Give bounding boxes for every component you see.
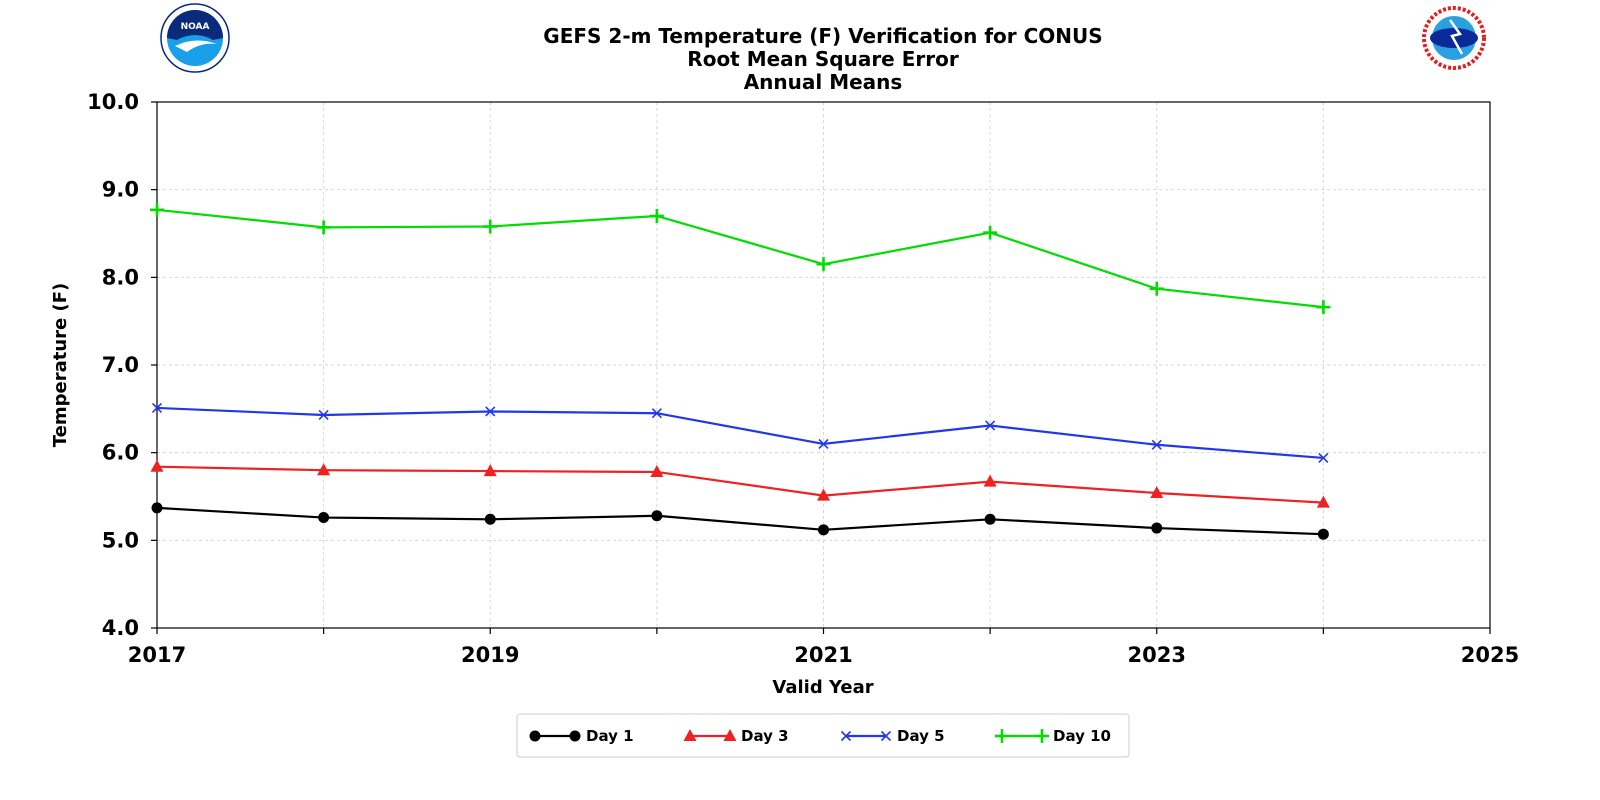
- x-tick-label: 2023: [1128, 643, 1186, 667]
- data-point-day-1: [484, 513, 496, 525]
- data-point-day-10: [316, 220, 331, 235]
- legend-label-day-10: Day 10: [1053, 727, 1111, 745]
- y-axis-label: Temperature (F): [50, 283, 71, 448]
- x-axis-label: Valid Year: [772, 677, 873, 698]
- x-marker-stroke: [818, 438, 829, 449]
- legend-marker-day-10: [995, 729, 1009, 743]
- x-marker-stroke: [318, 409, 329, 421]
- data-point-day-10: [816, 257, 831, 272]
- data-point-day-1: [1151, 522, 1163, 534]
- plot-area: 2017 2019 2021 2023 2025 4.0 5.0 6.0 7.0 8.0 9.0 10…: [87, 90, 1519, 667]
- data-point-day-5: [151, 402, 163, 414]
- data-point-day-1: [318, 512, 330, 524]
- y-tick-label: 6.0: [102, 441, 139, 465]
- data-point-day-1: [651, 510, 663, 522]
- legend-label-day-1: Day 1: [586, 727, 634, 745]
- legend-item-day-1: Day 1: [529, 727, 634, 745]
- data-point-day-10: [1316, 300, 1331, 315]
- legend-marker-day-3: [723, 729, 737, 741]
- x-marker-stroke: [840, 730, 852, 742]
- legend-marker-day-1: [529, 730, 541, 742]
- nws-logo: [1420, 4, 1488, 72]
- data-point-day-3: [317, 463, 331, 476]
- legend-marker-day-3: [683, 729, 697, 741]
- data-point-day-5: [485, 406, 496, 417]
- noaa-logo: NOAA: [160, 3, 230, 73]
- x-marker-stroke: [985, 420, 996, 431]
- x-marker-stroke: [485, 406, 496, 417]
- data-point-day-3: [150, 459, 164, 472]
- y-tick-label: 4.0: [102, 616, 139, 640]
- series-line-day-3: [156, 465, 1324, 504]
- series-line-day-5: [156, 406, 1324, 460]
- data-point-day-5: [651, 408, 662, 419]
- data-point-day-3: [817, 488, 830, 501]
- chart-title-line-1: GEFS 2-m Temperature (F) Verification fo…: [543, 24, 1102, 48]
- data-point-day-1: [984, 513, 996, 525]
- y-tick-label: 10.0: [87, 90, 139, 114]
- data-point-day-1: [1317, 528, 1329, 540]
- data-point-day-10: [483, 219, 498, 234]
- data-point-day-5: [985, 420, 996, 431]
- grid: [157, 102, 1490, 628]
- chart-title-line-3: Annual Means: [744, 70, 903, 94]
- noaa-logo-text: NOAA: [181, 22, 210, 32]
- legend-marker-day-5: [880, 730, 892, 742]
- legend-label-day-3: Day 3: [741, 727, 789, 745]
- data-point-day-5: [1318, 452, 1329, 463]
- data-point-day-1: [151, 502, 163, 514]
- x-marker-stroke: [1318, 452, 1329, 463]
- series-day-5: [151, 402, 1329, 463]
- x-marker-stroke: [880, 730, 892, 742]
- y-tick-label: 5.0: [102, 528, 139, 552]
- series-day-10: [150, 202, 1331, 315]
- data-point-day-3: [650, 464, 664, 477]
- legend: Day 1 Day 3 Day 5 Day 10: [516, 713, 1130, 758]
- legend-marker-day-5: [840, 730, 852, 742]
- data-point-day-3: [1316, 495, 1330, 508]
- x-tick-label: 2017: [128, 643, 186, 667]
- data-point-day-5: [318, 409, 329, 421]
- x-marker-stroke: [1151, 439, 1162, 450]
- series-line-day-1: [156, 506, 1324, 536]
- legend-box: [516, 713, 1130, 758]
- data-point-day-3: [1150, 485, 1164, 498]
- legend-item-day-3: Day 3: [683, 727, 789, 745]
- y-tick-label: 8.0: [102, 265, 139, 289]
- axis-ticks: 2017 2019 2021 2023 2025 4.0 5.0 6.0 7.0 8.0 9.0 10…: [87, 90, 1519, 667]
- data-point-day-10: [150, 202, 164, 217]
- data-point-day-5: [1151, 439, 1162, 450]
- data-point-day-3: [983, 474, 997, 487]
- data-point-day-10: [1149, 281, 1164, 296]
- legend-label-day-5: Day 5: [897, 727, 945, 745]
- series-day-1: [151, 502, 1329, 540]
- legend-marker-day-1: [569, 730, 581, 742]
- x-tick-label: 2021: [794, 643, 852, 667]
- x-marker-stroke: [651, 408, 662, 419]
- chart-title: GEFS 2-m Temperature (F) Verification fo…: [543, 24, 1102, 94]
- data-series: [150, 202, 1331, 540]
- legend-item-day-10: Day 10: [995, 727, 1111, 745]
- data-point-day-10: [983, 225, 998, 240]
- chart-title-line-2: Root Mean Square Error: [687, 47, 959, 71]
- legend-marker-day-10: [1035, 729, 1049, 743]
- x-marker-stroke: [151, 402, 163, 414]
- y-tick-label: 7.0: [102, 353, 139, 377]
- legend-item-day-5: Day 5: [840, 727, 945, 745]
- x-tick-label: 2025: [1461, 643, 1519, 667]
- data-point-day-5: [818, 438, 829, 449]
- data-point-day-3: [483, 464, 497, 477]
- series-day-3: [150, 459, 1330, 508]
- series-line-day-10: [156, 208, 1324, 309]
- y-tick-label: 9.0: [102, 178, 139, 202]
- x-tick-label: 2019: [461, 643, 519, 667]
- data-point-day-10: [649, 208, 664, 223]
- data-point-day-1: [818, 524, 829, 536]
